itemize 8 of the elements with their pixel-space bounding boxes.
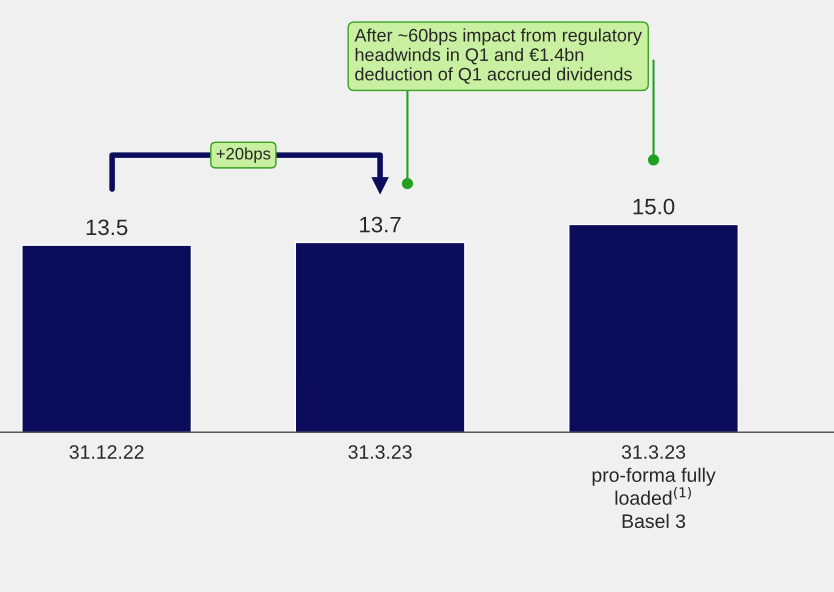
data-label: 13.7 (360, 216, 401, 232)
x-tick-label: 31.3.23 pro-forma fully loaded$^{(1)}$ Basel 3 (592, 445, 716, 528)
text: After ~60bps impact from regulatory headwinds in Q1 and €1.4bn deduction of Q1 accrued dividends (354, 28, 642, 84)
data-label: 15.0 (634, 198, 674, 214)
text: +20bps (216, 147, 270, 163)
data-label: 13.5 (86, 219, 128, 236)
x-tick-label: 31.12.22 (70, 445, 144, 459)
x-tick-label: 31.3.23 (348, 445, 412, 459)
